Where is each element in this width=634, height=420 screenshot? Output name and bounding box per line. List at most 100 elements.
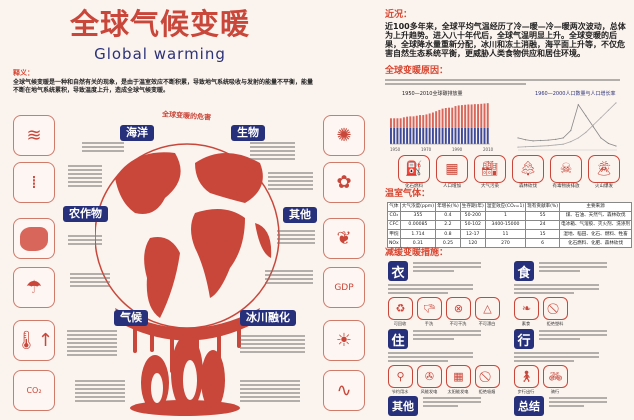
- measure-icon-label: 拒绝吸烟: [478, 389, 496, 394]
- table-cell: 55: [525, 211, 561, 222]
- bar-segment-base: [438, 127, 441, 144]
- volcano-icon: 🌋︎: [588, 155, 620, 183]
- table-cell: 电冰箱、气溶胶、灭火剂、洗涤剂: [559, 220, 633, 231]
- measure-icon-label: 骑行: [550, 389, 560, 394]
- bar-segment-top: [457, 105, 460, 128]
- bar-segment-top: [390, 118, 392, 128]
- bar-segment-top: [415, 115, 418, 128]
- bar-segment-base: [415, 127, 418, 144]
- bar-segment-base: [441, 127, 444, 144]
- glacier-text-block: [265, 270, 313, 286]
- measure-text-block: [423, 397, 481, 409]
- measure-text-block: [413, 262, 481, 274]
- table-cell: 2.2: [435, 220, 461, 231]
- definition-text: 全球气候变暖是一种和自然有关的现象，是由于温室效应不断积累，导致地气系统吸收与发…: [13, 79, 314, 94]
- bar-segment-base: [480, 127, 483, 144]
- bar-segment-top: [412, 116, 415, 128]
- x-tick-label: 2010: [483, 147, 494, 152]
- line-point: [570, 141, 572, 143]
- population-icon: ▦: [436, 155, 468, 183]
- table-cell: 50-200: [459, 211, 486, 222]
- rain-icon: ⁞: [13, 162, 55, 203]
- bar-segment-base: [451, 127, 454, 144]
- measure-icon-label: 不可漂白: [478, 321, 496, 326]
- no-dry-clean-icon: ⊗: [446, 297, 471, 320]
- tag-other: 其他: [283, 207, 317, 224]
- toxic-icon: ☠: [550, 155, 582, 183]
- ocean-icon: ∿: [323, 370, 365, 411]
- bar-segment-base: [464, 127, 467, 144]
- line-point: [607, 109, 610, 111]
- bar-segment-base: [399, 127, 402, 144]
- greenhouse-gas-table: 气体 大气浓度(ppm) 年增长(%) 生存期(年) 温室效应(CO₂=1) 现有贡献率(…: [387, 201, 633, 249]
- table-cell: 6: [525, 238, 561, 249]
- table-cell: 3400-15000: [484, 220, 527, 231]
- storm-flood-icon: ☂: [13, 267, 55, 308]
- bar-segment-base: [419, 127, 421, 144]
- table-cell: 355: [399, 211, 437, 222]
- bar-segment-top: [480, 103, 483, 128]
- causes-label: 全球变暖原因：: [385, 66, 449, 76]
- tag-ocean: 海洋: [120, 125, 154, 142]
- biology-text-block: [250, 142, 295, 162]
- table-cell: CFC: [387, 220, 401, 231]
- cause-label: 火山爆发: [595, 184, 613, 189]
- line-series-1: [517, 102, 617, 148]
- other-text-block: [277, 230, 315, 246]
- poster-subtitle: Global warming: [94, 45, 226, 63]
- bar-segment-top: [402, 117, 405, 128]
- table-cell: 0.4: [435, 211, 461, 222]
- bar-segment-base: [483, 127, 486, 144]
- cause-label: 森林砍伐: [519, 184, 537, 189]
- plant-icon: ❦: [323, 218, 365, 259]
- tag-glacier-melting: 冰川融化: [240, 310, 296, 327]
- table-cell: CO₂: [387, 211, 401, 222]
- table-cell: 化石燃料、化肥、森林砍伐: [559, 238, 633, 249]
- poster-title: 全球气候变暖: [69, 7, 250, 41]
- bar-segment-top: [470, 104, 473, 128]
- bar-segment-base: [431, 127, 434, 144]
- bar-segment-base: [412, 127, 415, 144]
- table-header-row: 气体 大气浓度(ppm) 年增长(%) 生存期(年) 温室效应(CO₂=1) 现有贡献率(…: [387, 201, 633, 213]
- bar-chart-title: 1950—2010全球碳排放量: [402, 91, 463, 97]
- cause-label: 人口增加: [443, 184, 461, 189]
- bar-segment-base: [402, 127, 405, 144]
- bar-segment-top: [422, 115, 425, 128]
- bar-segment-top: [477, 104, 480, 128]
- table-header: 温室效应(CO₂=1): [484, 201, 527, 213]
- table-row: CFC 0.00085 2.2 50-102 3400-15000 24 电冰箱、气溶胶、灭…: [387, 220, 633, 231]
- melting-globe-illustration: [95, 143, 280, 416]
- measure-icon-label: 节约用水: [391, 389, 409, 394]
- bar-segment-base: [457, 127, 460, 144]
- table-cell: 270: [484, 238, 527, 249]
- line-point: [547, 139, 549, 141]
- line-point: [555, 144, 557, 146]
- measure-list-block: [388, 284, 473, 296]
- bar-segment-base: [406, 127, 409, 144]
- line-point: [592, 124, 594, 126]
- bar-segment-top: [406, 116, 409, 128]
- tag-climate: 气候: [114, 310, 148, 327]
- line-point: [615, 102, 617, 104]
- tag-biology: 生物: [231, 125, 265, 142]
- bar-segment-base: [428, 127, 431, 144]
- ocean-text-block: [82, 142, 124, 154]
- bar-segment-top: [425, 114, 428, 128]
- measure-icon-label: 步行出行: [517, 389, 535, 394]
- bar-segment-top: [460, 105, 463, 128]
- co2-label: CO₂: [26, 386, 42, 395]
- line-point: [532, 140, 534, 142]
- sun-heat-icon: ☀: [323, 320, 365, 361]
- bar-segment-top: [448, 107, 450, 128]
- measure-icon-label: 素食: [521, 321, 531, 326]
- table-cell: NOx: [387, 238, 401, 249]
- table-cell: 0.8: [435, 229, 461, 240]
- virus-icon: ✺: [323, 115, 365, 156]
- line-point: [524, 146, 527, 148]
- fossil-fuel-icon: ⛽: [398, 155, 430, 183]
- bar-segment-base: [390, 127, 392, 144]
- measure-icon-label: 拒绝塑料: [546, 321, 564, 326]
- measure-4-badge: 其他: [388, 396, 418, 416]
- solar-panel-icon: ▦: [446, 365, 471, 388]
- table-row: NOx 0.31 0.25 120 270 6 化石燃料、化肥、森林砍伐: [387, 238, 633, 249]
